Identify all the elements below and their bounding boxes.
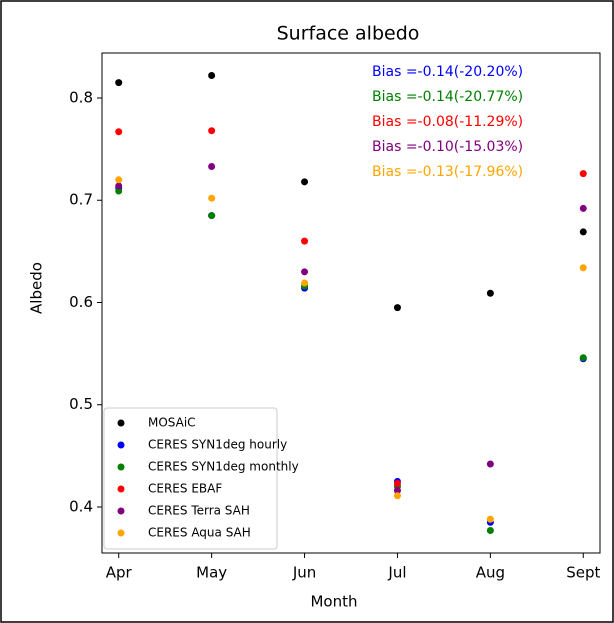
y-tick-label: 0.7 bbox=[69, 191, 93, 209]
data-point bbox=[301, 237, 309, 245]
x-tick-label: Jun bbox=[292, 564, 316, 582]
data-point bbox=[115, 128, 123, 136]
data-point bbox=[579, 228, 587, 236]
data-point bbox=[115, 79, 123, 87]
data-point bbox=[486, 515, 494, 523]
data-point bbox=[115, 176, 123, 184]
data-point bbox=[486, 527, 494, 535]
bias-annotation: Bias =-0.10(-15.03%) bbox=[372, 139, 523, 155]
data-point bbox=[579, 204, 587, 212]
y-tick-label: 0.8 bbox=[69, 88, 93, 106]
legend-frame bbox=[103, 407, 278, 550]
bias-annotation: Bias =-0.13(-17.96%) bbox=[372, 164, 523, 180]
plot-frame bbox=[101, 52, 601, 554]
legend-label: CERES SYN1deg monthly bbox=[148, 460, 299, 474]
data-point bbox=[208, 194, 216, 202]
legend-label: CERES Terra SAH bbox=[148, 504, 250, 518]
x-axis-label: Month bbox=[310, 593, 357, 611]
data-point bbox=[486, 460, 494, 468]
legend-label: CERES Aqua SAH bbox=[148, 526, 251, 540]
data-point bbox=[393, 304, 401, 312]
legend-marker bbox=[117, 463, 125, 471]
y-tick-label: 0.6 bbox=[69, 293, 93, 311]
y-tick-label: 0.5 bbox=[69, 395, 93, 413]
data-point bbox=[208, 162, 216, 170]
chart-title: Surface albedo bbox=[277, 23, 420, 45]
bias-annotation: Bias =-0.08(-11.29%) bbox=[372, 114, 523, 130]
data-point bbox=[115, 187, 123, 195]
data-point bbox=[301, 268, 309, 276]
y-axis-label: Albedo bbox=[28, 262, 46, 314]
data-point bbox=[393, 487, 401, 495]
data-point bbox=[393, 479, 401, 487]
data-point bbox=[486, 289, 494, 297]
legend-marker bbox=[117, 485, 125, 493]
legend: MOSAiC CERES SYN1deg hourly CERES SYN1deg … bbox=[103, 407, 299, 550]
data-point bbox=[579, 354, 587, 362]
data-point bbox=[208, 127, 216, 135]
legend-label: MOSAiC bbox=[148, 416, 196, 430]
legend-marker bbox=[117, 529, 125, 537]
x-tick-label: Aug bbox=[476, 564, 505, 582]
data-point bbox=[393, 492, 401, 500]
x-tick-label: Jul bbox=[387, 564, 406, 582]
legend-marker bbox=[117, 419, 125, 427]
data-point bbox=[208, 71, 216, 79]
legend-label: CERES EBAF bbox=[148, 482, 222, 496]
bias-annotation: Bias =-0.14(-20.20%) bbox=[372, 64, 523, 80]
y-tick-label: 0.4 bbox=[69, 497, 93, 515]
legend-label: CERES SYN1deg hourly bbox=[148, 438, 287, 452]
x-tick-label: May bbox=[196, 564, 227, 582]
bias-annotation: Bias =-0.14(-20.77%) bbox=[372, 89, 523, 105]
data-point bbox=[579, 170, 587, 178]
legend-marker bbox=[117, 441, 125, 449]
data-point bbox=[115, 182, 123, 190]
x-tick-label: Sept bbox=[566, 564, 600, 582]
legend-marker bbox=[117, 507, 125, 515]
x-tick-label: Apr bbox=[106, 564, 133, 582]
data-point bbox=[579, 264, 587, 272]
data-point bbox=[208, 212, 216, 220]
data-point bbox=[301, 279, 309, 287]
data-point bbox=[301, 178, 309, 186]
